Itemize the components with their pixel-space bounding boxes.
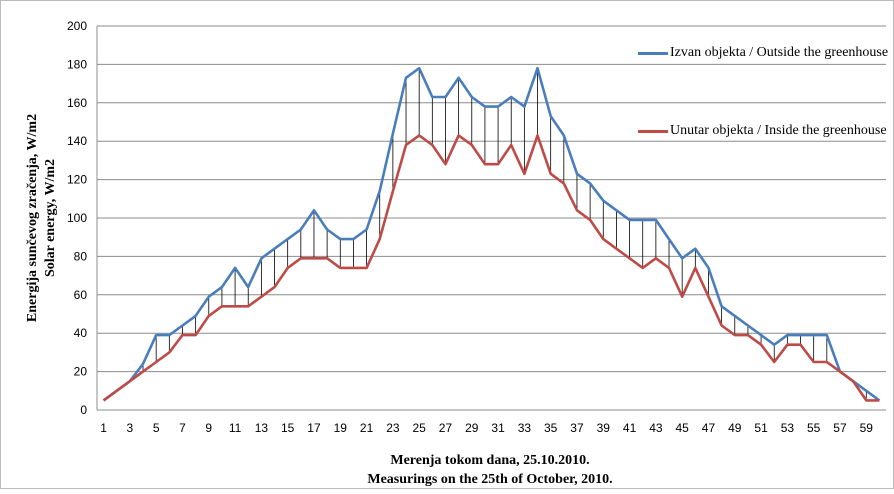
- x-tick-label: 33: [518, 421, 532, 435]
- x-tick-label: 37: [570, 421, 584, 435]
- y-axis-title: Solar energy, W/m2: [43, 159, 58, 277]
- x-tick-label: 45: [675, 421, 689, 435]
- x-axis-title: Measurings on the 25th of October, 2010.: [367, 472, 612, 487]
- x-tick-label: 7: [179, 421, 186, 435]
- y-tick-label: 60: [74, 288, 88, 302]
- series-line: [102, 66, 881, 402]
- y-tick-label: 180: [67, 57, 87, 71]
- x-tick-label: 27: [439, 421, 453, 435]
- y-tick-label: 100: [67, 211, 87, 225]
- x-tick-label: 43: [649, 421, 663, 435]
- x-tick-label: 47: [702, 421, 716, 435]
- x-tick-label: 39: [597, 421, 611, 435]
- y-tick-label: 160: [67, 96, 87, 110]
- legend-swatch: [638, 52, 668, 55]
- x-tick-label: 59: [860, 421, 874, 435]
- x-tick-label: 23: [386, 421, 400, 435]
- x-tick-label: 17: [307, 421, 321, 435]
- x-tick-label: 11: [229, 421, 242, 435]
- legend-swatch: [638, 130, 668, 133]
- x-tick-label: 41: [623, 421, 637, 435]
- x-tick-label: 15: [281, 421, 295, 435]
- x-tick-label: 25: [412, 421, 426, 435]
- x-tick-label: 49: [728, 421, 742, 435]
- legend-label: Unutar objekta / Inside the greenhouse: [670, 123, 887, 138]
- x-tick-label: 13: [255, 421, 269, 435]
- y-tick-label: 80: [74, 249, 88, 263]
- x-tick-label: 55: [807, 421, 821, 435]
- y-tick-label: 140: [67, 134, 87, 148]
- x-tick-label: 5: [153, 421, 160, 435]
- x-tick-label: 19: [334, 421, 348, 435]
- x-tick-label: 35: [544, 421, 558, 435]
- x-tick-label: 31: [491, 421, 505, 435]
- x-tick-label: 1: [100, 421, 107, 435]
- y-axis-title: Energija sunčevog zračenja, W/m2: [25, 114, 40, 322]
- y-tick-label: 120: [67, 173, 87, 187]
- x-tick-label: 9: [205, 421, 212, 435]
- y-tick-label: 0: [80, 403, 87, 417]
- x-tick-label: 21: [360, 421, 374, 435]
- x-tick-label: 53: [781, 421, 795, 435]
- x-tick-label: 57: [833, 421, 847, 435]
- legend-label: Izvan objekta / Outside the greenhouse: [670, 45, 889, 60]
- y-tick-label: 200: [67, 19, 87, 33]
- x-axis-title: Merenja tokom dana, 25.10.2010.: [390, 453, 589, 468]
- series-line: [102, 134, 880, 402]
- x-tick-label: 29: [465, 421, 479, 435]
- y-tick-label: 40: [74, 326, 88, 340]
- x-tick-label: 3: [127, 421, 134, 435]
- y-tick-label: 20: [74, 365, 88, 379]
- x-tick-label: 51: [754, 421, 768, 435]
